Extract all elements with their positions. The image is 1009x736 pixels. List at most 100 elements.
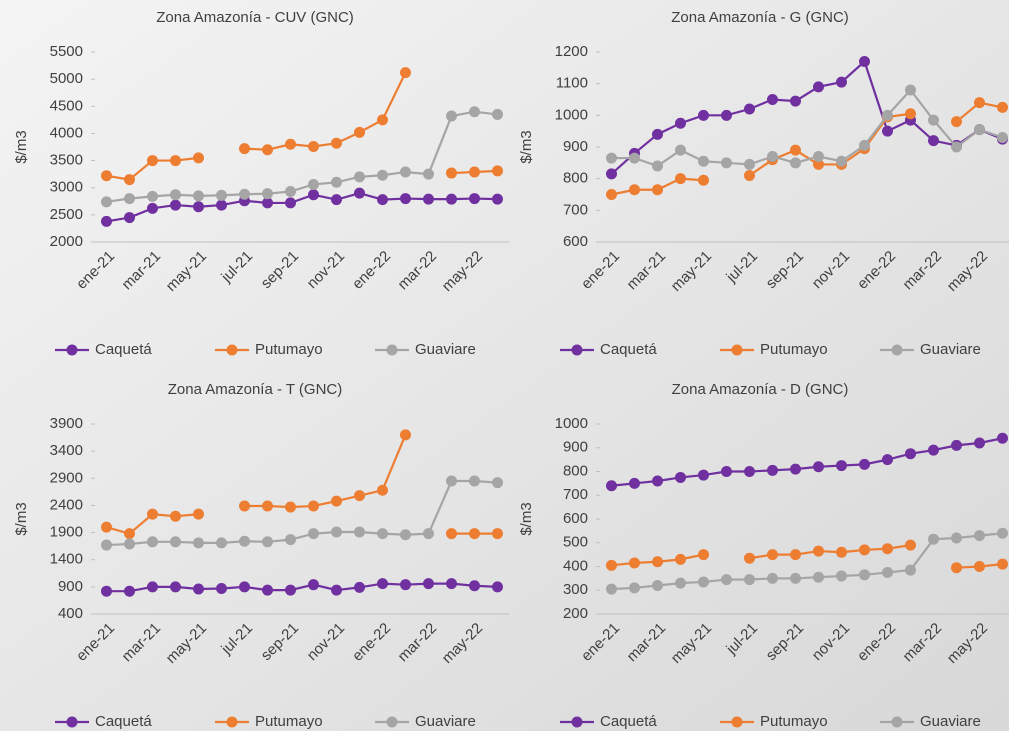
data-point [790, 157, 801, 169]
data-point [836, 460, 847, 472]
data-point [216, 199, 227, 211]
data-point [721, 157, 732, 169]
data-point [239, 500, 250, 512]
data-point [423, 578, 434, 590]
y-tick-label: 3400 [50, 442, 83, 459]
y-tick-label: 1900 [50, 524, 83, 541]
data-point [469, 475, 480, 487]
data-point [836, 570, 847, 582]
data-point [469, 193, 480, 205]
data-point [790, 549, 801, 561]
y-tick-label: 2000 [50, 233, 83, 250]
data-point [882, 454, 893, 466]
data-point [629, 477, 640, 489]
data-point [492, 193, 503, 205]
data-point [629, 582, 640, 594]
data-point [882, 109, 893, 121]
data-point [216, 582, 227, 594]
legend-marker [571, 344, 583, 356]
data-point [193, 537, 204, 549]
data-point [308, 189, 319, 201]
legend-marker [891, 716, 903, 728]
data-point [790, 144, 801, 156]
data-point [974, 437, 985, 449]
data-point [767, 464, 778, 476]
data-point [170, 581, 181, 593]
data-point [101, 170, 112, 182]
y-tick-label: 400 [563, 557, 588, 574]
data-point [606, 152, 617, 164]
data-point [675, 553, 686, 565]
data-point [974, 124, 985, 136]
data-point [377, 484, 388, 496]
legend-label: Guaviare [920, 713, 981, 730]
legend-marker [891, 344, 903, 356]
data-point [423, 528, 434, 540]
y-tick-label: 900 [58, 578, 83, 595]
data-point [400, 579, 411, 591]
data-point [469, 580, 480, 592]
data-point [193, 190, 204, 202]
y-tick-label: 2500 [50, 206, 83, 223]
data-point [170, 510, 181, 522]
data-point [124, 538, 135, 550]
data-point [997, 132, 1008, 143]
data-point [101, 196, 112, 208]
legend-label: Caquetá [95, 341, 152, 358]
data-point [859, 544, 870, 556]
data-point [308, 140, 319, 152]
data-point [928, 444, 939, 456]
data-point [492, 477, 503, 489]
data-point [790, 572, 801, 584]
data-point [928, 533, 939, 545]
data-point [285, 197, 296, 209]
y-tick-label: 3900 [50, 415, 83, 432]
data-point [859, 569, 870, 581]
data-point [331, 194, 342, 206]
y-tick-label: 800 [563, 462, 588, 479]
y-tick-label: 1400 [50, 551, 83, 568]
data-point [147, 536, 158, 548]
data-point [744, 170, 755, 181]
data-point [492, 108, 503, 120]
data-point [974, 97, 985, 109]
data-point [813, 81, 824, 93]
y-tick-label: 800 [563, 170, 588, 187]
chart-title: Zona Amazonía - T (GNC) [168, 381, 343, 398]
data-point [124, 585, 135, 597]
legend-marker [66, 344, 78, 356]
data-point [400, 193, 411, 205]
data-point [239, 535, 250, 547]
data-point [744, 552, 755, 564]
legend-label: Caquetá [95, 713, 152, 730]
data-point [744, 574, 755, 586]
data-point [813, 545, 824, 557]
y-tick-label: 900 [563, 439, 588, 456]
legend-marker [386, 344, 398, 356]
chart-title: Zona Amazonía - CUV (GNC) [156, 9, 354, 26]
data-point [193, 583, 204, 595]
y-axis-label: $/m3 [518, 130, 535, 163]
data-point [124, 174, 135, 186]
data-point [767, 94, 778, 105]
data-point [606, 168, 617, 180]
y-tick-label: 300 [563, 581, 588, 598]
data-point [446, 475, 457, 487]
y-tick-label: 3000 [50, 179, 83, 196]
data-point [951, 532, 962, 544]
data-point [652, 184, 663, 196]
data-point [446, 578, 457, 590]
data-point [331, 137, 342, 149]
data-point [170, 536, 181, 548]
y-tick-label: 600 [563, 233, 588, 250]
data-point [147, 155, 158, 167]
legend-label: Guaviare [920, 341, 981, 358]
data-point [744, 103, 755, 115]
data-point [492, 165, 503, 177]
data-point [469, 106, 480, 118]
data-point [974, 561, 985, 572]
data-point [767, 549, 778, 561]
data-point [262, 584, 273, 596]
data-point [606, 583, 617, 595]
